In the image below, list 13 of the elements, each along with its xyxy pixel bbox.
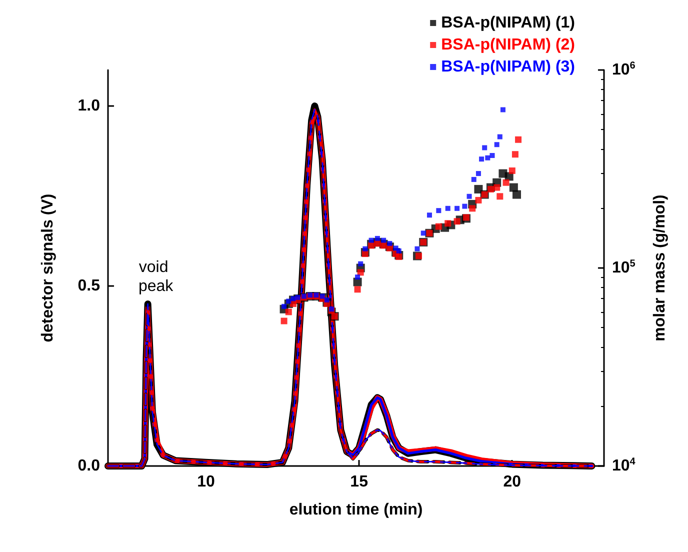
x-axis-title: elution time (min) bbox=[289, 502, 423, 518]
x-tick-label: 15 bbox=[350, 474, 368, 490]
legend-label: BSA-p(NIPAM) (2) bbox=[441, 36, 575, 54]
y-axis-title: detector signals (V) bbox=[40, 194, 56, 342]
legend-label: BSA-p(NIPAM) (1) bbox=[441, 14, 575, 32]
y2-axis-title: molar mass (g/mol) bbox=[652, 194, 668, 342]
y-tick-label: 0.5 bbox=[78, 278, 100, 294]
y-tick-label: 1.0 bbox=[78, 98, 100, 114]
x-tick-label: 20 bbox=[503, 474, 522, 490]
legend-label: BSA-p(NIPAM) (3) bbox=[441, 58, 575, 76]
x-tick-label: 10 bbox=[197, 474, 215, 490]
annotation: void peak bbox=[138, 259, 174, 295]
y-tick-label: 0.0 bbox=[78, 458, 100, 474]
